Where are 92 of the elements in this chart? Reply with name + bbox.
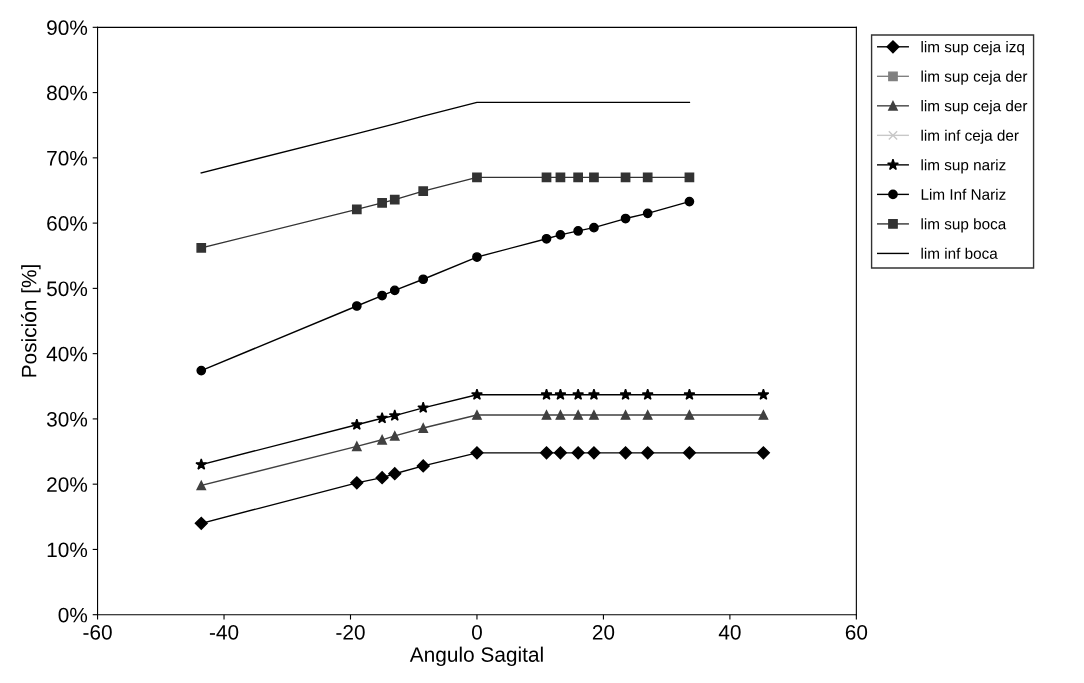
point bbox=[196, 480, 207, 491]
legend-label: lim sup ceja der bbox=[921, 100, 1028, 115]
point bbox=[572, 388, 585, 400]
point bbox=[642, 410, 653, 420]
point bbox=[620, 410, 631, 420]
line-series bbox=[200, 101, 691, 174]
x-tick-label: 60 bbox=[845, 624, 868, 640]
point bbox=[684, 410, 695, 420]
point bbox=[618, 446, 633, 460]
point bbox=[351, 204, 362, 215]
legend-label: lim sup boca bbox=[921, 218, 1007, 233]
y-tick-label: 50% bbox=[46, 281, 88, 297]
point bbox=[389, 431, 400, 441]
x-tick-label: 0 bbox=[471, 624, 482, 640]
point bbox=[195, 458, 208, 470]
point bbox=[573, 410, 583, 420]
point bbox=[389, 194, 400, 205]
legend-label: lim inf ceja der bbox=[921, 129, 1019, 144]
point bbox=[684, 196, 695, 207]
point bbox=[641, 446, 655, 460]
point bbox=[555, 410, 566, 420]
point bbox=[377, 198, 387, 208]
point bbox=[540, 388, 553, 400]
point bbox=[619, 388, 632, 400]
point bbox=[641, 388, 654, 400]
y-tick-label: 70% bbox=[47, 150, 88, 166]
point bbox=[757, 388, 770, 400]
point bbox=[620, 213, 631, 224]
point bbox=[539, 446, 554, 460]
point bbox=[541, 233, 552, 244]
point bbox=[196, 243, 207, 253]
point bbox=[375, 471, 389, 485]
x-axis-title: Angulo Sagital bbox=[409, 646, 543, 667]
point bbox=[573, 226, 583, 236]
point bbox=[417, 401, 430, 414]
point bbox=[416, 459, 430, 473]
point bbox=[587, 446, 601, 460]
legend-label: Lim Inf Nariz bbox=[921, 188, 1006, 200]
point bbox=[350, 476, 364, 490]
point bbox=[418, 186, 429, 196]
legend-label: lim sup ceja der bbox=[921, 70, 1028, 85]
point bbox=[571, 446, 585, 460]
point bbox=[589, 222, 599, 233]
point bbox=[377, 290, 387, 301]
point bbox=[418, 274, 429, 285]
y-tick-label: 60% bbox=[47, 216, 88, 231]
point bbox=[194, 516, 208, 530]
y-axis-title: Posición [%] bbox=[20, 265, 41, 377]
point bbox=[554, 388, 567, 400]
point bbox=[472, 252, 482, 262]
x-tick-label: -40 bbox=[209, 624, 239, 640]
point bbox=[196, 365, 207, 376]
point bbox=[351, 441, 362, 452]
point bbox=[642, 172, 653, 183]
point bbox=[756, 446, 770, 460]
x-tick-label: 20 bbox=[592, 624, 615, 640]
point bbox=[388, 409, 401, 421]
point bbox=[642, 208, 653, 219]
point bbox=[683, 388, 696, 400]
point bbox=[470, 388, 483, 400]
legend-label: lim inf boca bbox=[921, 247, 998, 259]
point bbox=[418, 423, 429, 433]
point bbox=[350, 418, 363, 430]
y-tick-label: 80% bbox=[47, 85, 88, 101]
y-tick-label: 90% bbox=[47, 20, 88, 36]
point bbox=[553, 446, 568, 460]
x-tick-label: 40 bbox=[718, 624, 741, 640]
point bbox=[541, 410, 552, 420]
y-tick-label: 20% bbox=[47, 477, 88, 492]
point bbox=[587, 388, 600, 400]
point bbox=[377, 434, 387, 445]
legend-label: lim sup ceja izq bbox=[921, 41, 1024, 56]
point bbox=[758, 410, 769, 420]
point bbox=[472, 172, 482, 183]
point bbox=[472, 410, 482, 420]
point bbox=[682, 446, 697, 460]
x-tick-label: -60 bbox=[83, 624, 112, 640]
point bbox=[388, 467, 402, 481]
x-tick-label: -20 bbox=[336, 624, 365, 640]
y-tick-label: 40% bbox=[46, 346, 88, 362]
point bbox=[573, 172, 583, 183]
y-tick-label: 30% bbox=[46, 411, 88, 427]
point bbox=[351, 301, 362, 311]
point bbox=[376, 412, 389, 424]
legend-label: lim sup nariz bbox=[921, 159, 1006, 174]
y-tick-label: 10% bbox=[47, 542, 88, 558]
point bbox=[589, 172, 599, 183]
point bbox=[555, 229, 566, 240]
point bbox=[389, 285, 400, 296]
y-tick-label: 0% bbox=[58, 607, 88, 623]
point bbox=[470, 446, 484, 460]
point bbox=[589, 410, 599, 420]
